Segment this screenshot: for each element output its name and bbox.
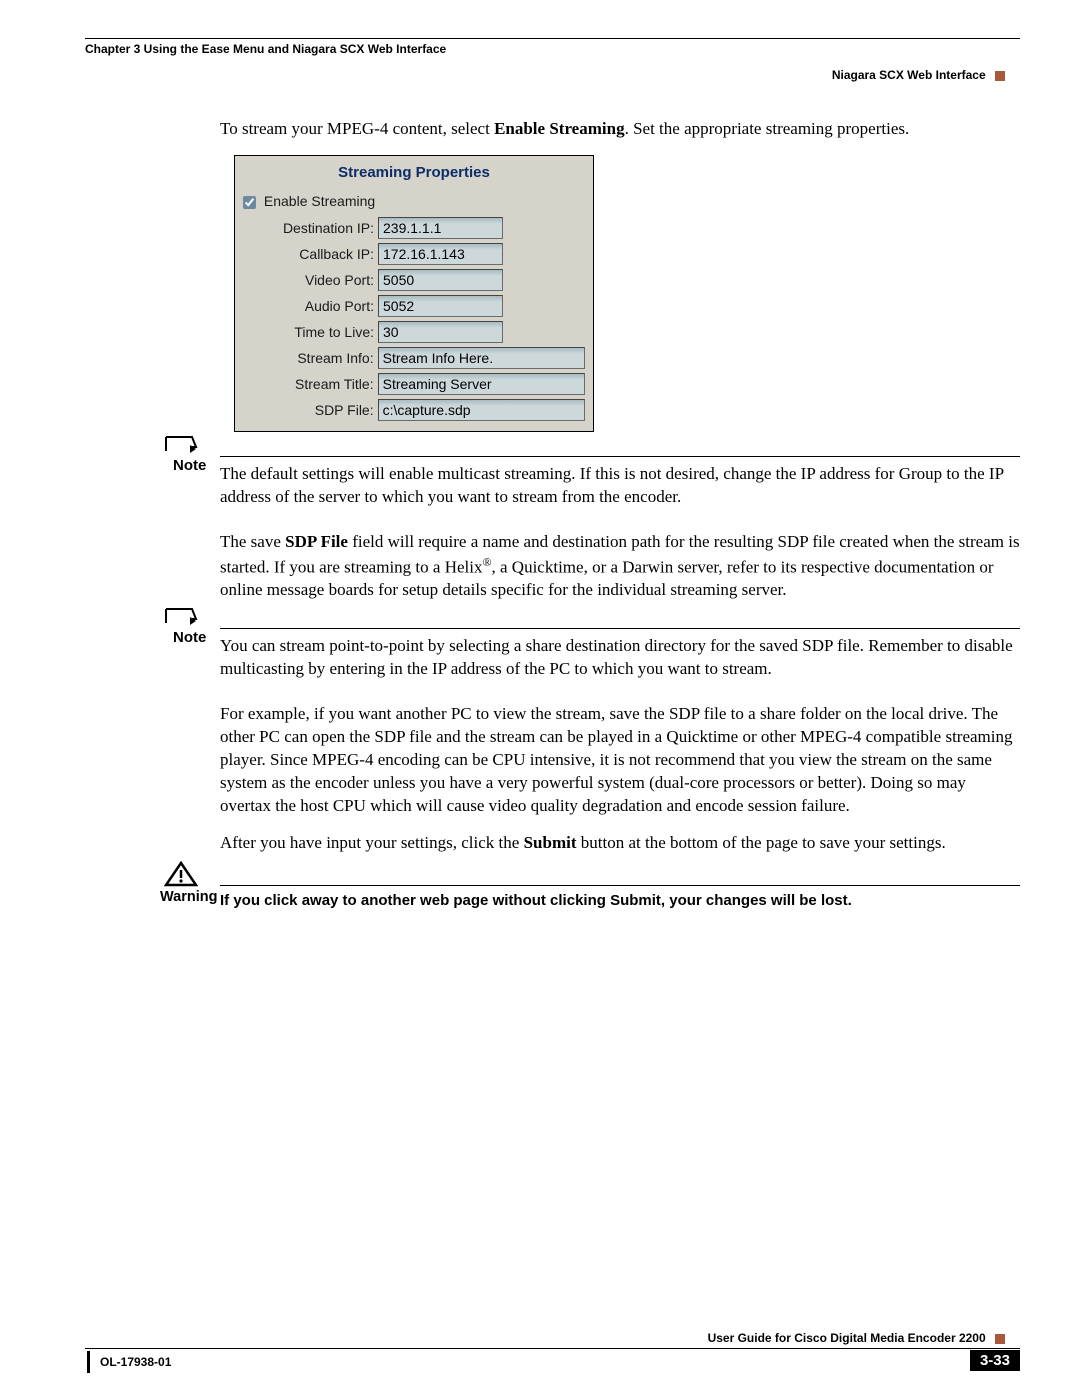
submit-paragraph: After you have input your settings, clic…	[220, 832, 1020, 855]
registered-mark: ®	[482, 555, 491, 569]
footer-rule	[85, 1348, 1020, 1349]
note-label-2: Note	[173, 629, 206, 646]
field-label: Video Port:	[243, 272, 378, 288]
note-block-2: Note You can stream point-to-point by se…	[220, 628, 1020, 681]
warning-icon	[164, 861, 198, 887]
warning-label: Warning	[160, 889, 217, 905]
warning-text: If you click away to another web page wi…	[220, 892, 1020, 909]
enable-streaming-checkbox[interactable]	[243, 196, 256, 209]
section-heading: Niagara SCX Web Interface	[832, 68, 1005, 82]
field-input[interactable]	[378, 295, 503, 317]
field-label: Time to Live:	[243, 324, 378, 340]
chapter-heading: Chapter 3 Using the Ease Menu and Niagar…	[85, 42, 446, 56]
field-input[interactable]	[378, 269, 503, 291]
streaming-properties-panel: Streaming Properties Enable Streaming De…	[234, 155, 594, 432]
header-rule	[85, 38, 1020, 39]
field-input[interactable]	[378, 321, 503, 343]
field-label: Callback IP:	[243, 246, 378, 262]
form-row: Time to Live:	[235, 319, 593, 345]
intro-bold: Enable Streaming	[494, 119, 625, 138]
note-text-1: The default settings will enable multica…	[220, 463, 1020, 509]
section-text: Niagara SCX Web Interface	[832, 68, 986, 82]
note-rule-2	[220, 628, 1020, 629]
page-number: 3-33	[970, 1350, 1020, 1371]
form-row: Callback IP:	[235, 241, 593, 267]
field-label: Destination IP:	[243, 220, 378, 236]
field-label: Stream Title:	[243, 376, 378, 392]
submit-bold: Submit	[524, 833, 577, 852]
field-input[interactable]	[378, 373, 585, 395]
field-input[interactable]	[378, 243, 503, 265]
intro-prefix: To stream your MPEG-4 content, select	[220, 119, 494, 138]
field-label: SDP File:	[243, 402, 378, 418]
sdp-paragraph: The save SDP File field will require a n…	[220, 531, 1020, 602]
footer-guide-title: User Guide for Cisco Digital Media Encod…	[708, 1331, 1005, 1345]
document-page: Chapter 3 Using the Ease Menu and Niagar…	[0, 0, 1080, 1397]
field-input[interactable]	[378, 217, 503, 239]
note-text-2: You can stream point-to-point by selecti…	[220, 635, 1020, 681]
footer-marker-icon	[995, 1334, 1005, 1344]
form-row: Video Port:	[235, 267, 593, 293]
form-row: Destination IP:	[235, 215, 593, 241]
sdp-bold: SDP File	[285, 532, 348, 551]
footer-docnum: OL-17938-01	[100, 1355, 171, 1369]
field-input[interactable]	[378, 399, 585, 421]
form-row: Audio Port:	[235, 293, 593, 319]
panel-title: Streaming Properties	[235, 156, 593, 193]
note-icon	[164, 435, 198, 457]
footer-left-bar	[87, 1351, 90, 1373]
warning-rule	[220, 885, 1020, 886]
form-row: Stream Info:	[235, 345, 593, 371]
main-content: To stream your MPEG-4 content, select En…	[220, 118, 1020, 909]
intro-suffix: . Set the appropriate streaming properti…	[625, 119, 910, 138]
section-marker-icon	[995, 71, 1005, 81]
warning-block: Warning If you click away to another web…	[220, 885, 1020, 909]
note-icon	[164, 607, 198, 629]
field-label: Audio Port:	[243, 298, 378, 314]
example-paragraph: For example, if you want another PC to v…	[220, 703, 1020, 818]
note-rule-1	[220, 456, 1020, 457]
enable-streaming-label: Enable Streaming	[264, 193, 375, 209]
field-label: Stream Info:	[243, 350, 378, 366]
sdp-prefix: The save	[220, 532, 285, 551]
submit-suffix: button at the bottom of the page to save…	[577, 833, 946, 852]
note-block-1: Note The default settings will enable mu…	[220, 456, 1020, 509]
enable-streaming-row: Enable Streaming	[235, 193, 593, 215]
note-label-1: Note	[173, 457, 206, 474]
form-row: Stream Title:	[235, 371, 593, 397]
submit-prefix: After you have input your settings, clic…	[220, 833, 524, 852]
intro-paragraph: To stream your MPEG-4 content, select En…	[220, 118, 1020, 141]
footer-guide-text: User Guide for Cisco Digital Media Encod…	[708, 1331, 986, 1345]
form-row: SDP File:	[235, 397, 593, 423]
field-input[interactable]	[378, 347, 585, 369]
